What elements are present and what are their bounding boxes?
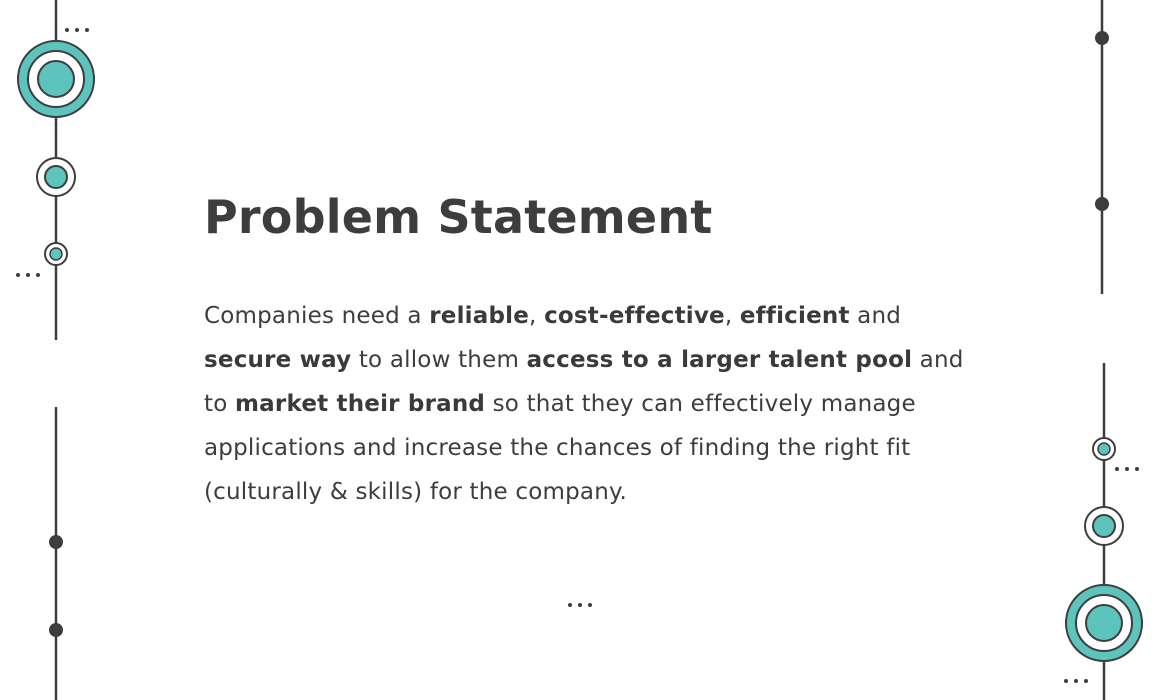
left-bottom-node-2 [49, 623, 63, 637]
text-segment: , [724, 303, 740, 329]
bold-segment: secure way [204, 347, 352, 373]
center-bottom-dots [568, 603, 592, 607]
text-segment: Companies need a [204, 303, 430, 329]
right-bottom-dots [1064, 679, 1088, 683]
right-top-node-1 [1095, 31, 1109, 45]
bold-segment: reliable [429, 303, 530, 329]
text-segment: and to [204, 347, 964, 417]
text-segment: so that they can effectively manage appl… [204, 391, 916, 505]
bold-segment: access to a larger talent pool [526, 347, 913, 373]
bold-segment: cost-effective [544, 303, 725, 329]
left-top-dots [65, 28, 89, 32]
bold-segment: market their brand [235, 391, 486, 417]
text-segment: to allow them [351, 347, 527, 373]
left-mid-dots [16, 273, 40, 277]
slide-title: Problem Statement [204, 190, 713, 244]
text-segment: , [529, 303, 545, 329]
bold-segment: efficient [739, 303, 850, 329]
left-bottom-node-1 [49, 535, 63, 549]
right-mid-dots [1115, 467, 1139, 471]
problem-statement-paragraph: Companies need a reliable, cost-effectiv… [204, 294, 964, 514]
text-segment: and [849, 303, 902, 329]
right-top-node-2 [1095, 197, 1109, 211]
